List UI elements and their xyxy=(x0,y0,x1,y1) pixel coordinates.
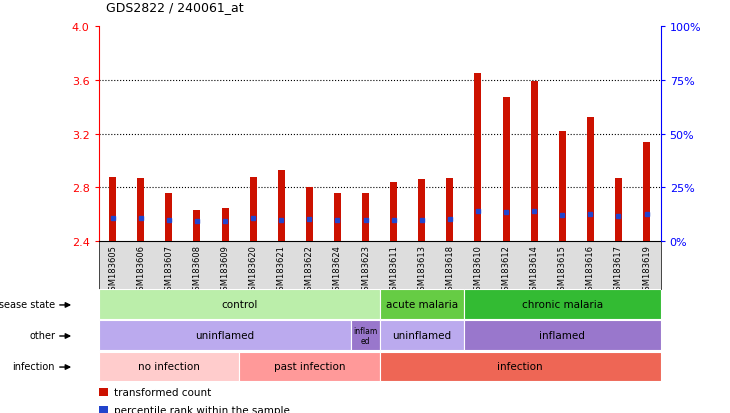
Text: percentile rank within the sample: percentile rank within the sample xyxy=(114,406,290,413)
Bar xyxy=(643,142,650,242)
Text: no infection: no infection xyxy=(138,361,200,372)
Bar xyxy=(352,320,380,350)
Text: GDS2822 / 240061_at: GDS2822 / 240061_at xyxy=(106,2,244,14)
Bar xyxy=(502,98,510,242)
Text: other: other xyxy=(29,330,55,340)
Bar xyxy=(277,171,285,242)
Text: past infection: past infection xyxy=(274,361,345,372)
Bar xyxy=(99,406,108,413)
Text: uninflamed: uninflamed xyxy=(392,330,451,341)
Text: inflam
ed: inflam ed xyxy=(353,326,377,345)
Bar xyxy=(558,131,566,242)
Text: acute malaria: acute malaria xyxy=(385,299,458,310)
Bar xyxy=(615,178,622,242)
Bar xyxy=(531,82,538,242)
Bar xyxy=(193,211,201,242)
Bar xyxy=(137,178,145,242)
Bar xyxy=(306,188,313,242)
Bar xyxy=(390,183,397,242)
Bar xyxy=(474,74,482,242)
Bar xyxy=(334,193,341,242)
Text: transformed count: transformed count xyxy=(114,387,211,397)
Bar xyxy=(239,351,380,382)
Text: disease state: disease state xyxy=(0,299,55,309)
Bar xyxy=(380,320,464,350)
Text: control: control xyxy=(221,299,257,310)
Bar xyxy=(380,351,661,382)
Bar xyxy=(250,177,257,242)
Bar xyxy=(464,320,661,350)
Bar xyxy=(99,351,239,382)
Text: chronic malaria: chronic malaria xyxy=(522,299,603,310)
Bar xyxy=(380,290,464,320)
Bar xyxy=(99,320,352,350)
Bar xyxy=(99,388,108,396)
Text: uninflamed: uninflamed xyxy=(196,330,255,341)
Bar xyxy=(464,290,661,320)
Bar xyxy=(99,290,380,320)
Bar xyxy=(221,208,228,242)
Bar xyxy=(587,118,594,242)
Bar xyxy=(362,193,369,242)
Text: inflamed: inflamed xyxy=(539,330,585,341)
Text: infection: infection xyxy=(497,361,543,372)
Bar xyxy=(418,180,426,242)
Bar xyxy=(109,177,116,242)
Bar xyxy=(165,193,172,242)
Text: infection: infection xyxy=(12,361,55,371)
Bar xyxy=(446,178,453,242)
